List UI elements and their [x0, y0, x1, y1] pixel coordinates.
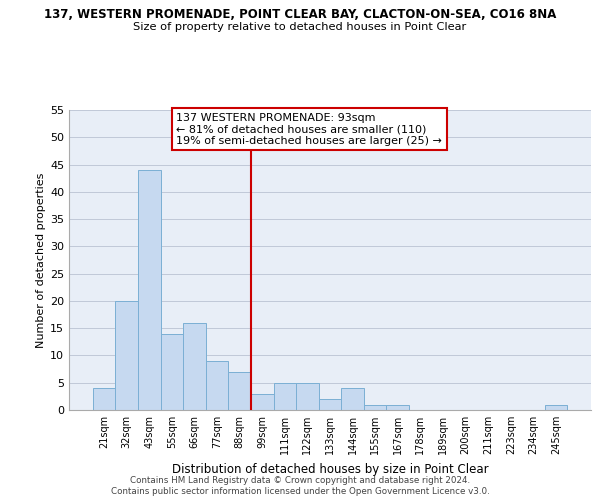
Text: Contains HM Land Registry data © Crown copyright and database right 2024.: Contains HM Land Registry data © Crown c… [130, 476, 470, 485]
Text: 137 WESTERN PROMENADE: 93sqm
← 81% of detached houses are smaller (110)
19% of s: 137 WESTERN PROMENADE: 93sqm ← 81% of de… [176, 112, 442, 146]
Bar [364, 404, 386, 410]
Bar [545, 404, 567, 410]
X-axis label: Distribution of detached houses by size in Point Clear: Distribution of detached houses by size … [172, 462, 488, 475]
Bar [206, 361, 229, 410]
Text: Size of property relative to detached houses in Point Clear: Size of property relative to detached ho… [133, 22, 467, 32]
Bar [274, 382, 296, 410]
Bar [183, 322, 206, 410]
Text: 137, WESTERN PROMENADE, POINT CLEAR BAY, CLACTON-ON-SEA, CO16 8NA: 137, WESTERN PROMENADE, POINT CLEAR BAY,… [44, 8, 556, 20]
Text: Contains public sector information licensed under the Open Government Licence v3: Contains public sector information licen… [110, 488, 490, 496]
Bar [341, 388, 364, 410]
Bar [296, 382, 319, 410]
Bar [319, 399, 341, 410]
Bar [161, 334, 183, 410]
Bar [138, 170, 161, 410]
Bar [229, 372, 251, 410]
Bar [93, 388, 115, 410]
Y-axis label: Number of detached properties: Number of detached properties [36, 172, 46, 348]
Bar [251, 394, 274, 410]
Bar [115, 301, 138, 410]
Bar [386, 404, 409, 410]
